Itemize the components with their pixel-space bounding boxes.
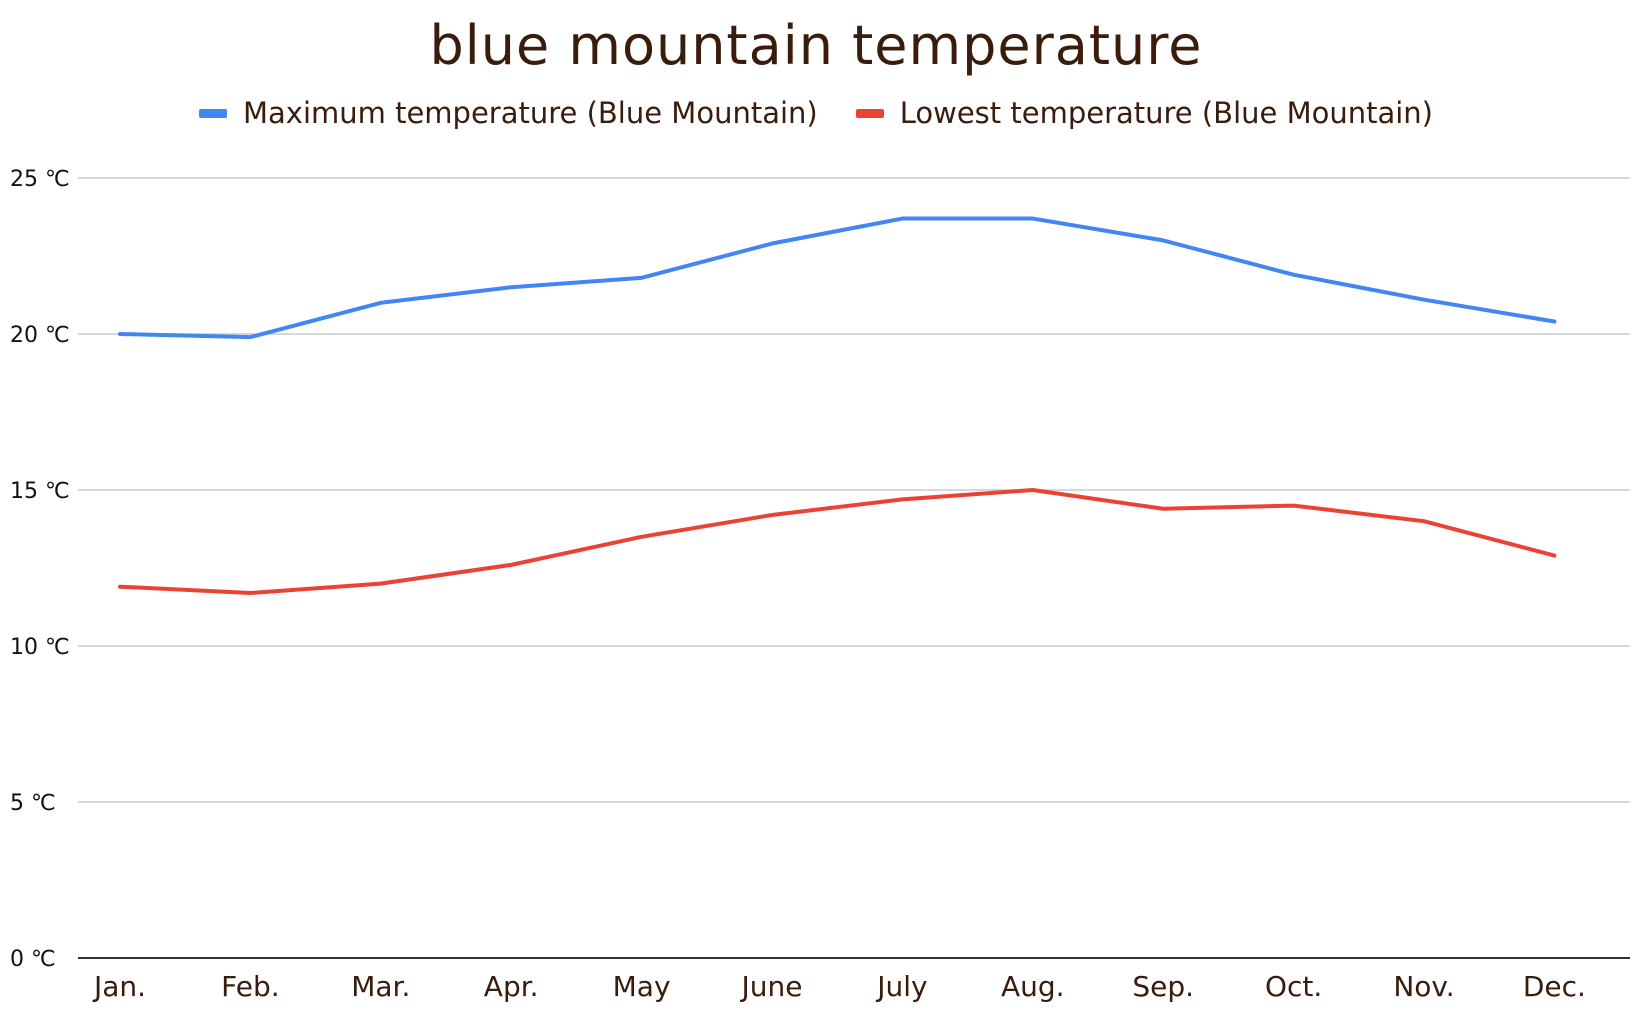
x-tick-label: Dec. <box>1523 970 1586 1003</box>
legend-label-max: Maximum temperature (Blue Mountain) <box>242 96 818 130</box>
x-tick-label: Nov. <box>1393 970 1454 1003</box>
legend-item-max: Maximum temperature (Blue Mountain) <box>198 96 818 130</box>
series-line-max <box>118 216 1557 340</box>
x-tick-label: Feb. <box>221 970 279 1003</box>
x-tick-label: Jan. <box>92 970 146 1003</box>
y-tick-label: 25 ℃ <box>10 167 70 192</box>
legend-item-min: Lowest temperature (Blue Mountain) <box>855 96 1433 130</box>
y-tick-label: 20 ℃ <box>10 323 70 348</box>
y-tick-label: 10 ℃ <box>10 635 70 660</box>
legend: Maximum temperature (Blue Mountain) Lowe… <box>0 96 1632 130</box>
legend-swatch-min <box>855 108 884 118</box>
series-line-min <box>118 488 1557 595</box>
legend-label-min: Lowest temperature (Blue Mountain) <box>899 96 1433 130</box>
x-tick-label: Apr. <box>484 970 539 1003</box>
y-tick-label: 5 ℃ <box>10 791 56 816</box>
x-tick-label: Sep. <box>1132 970 1194 1003</box>
x-tick-label: May <box>613 970 671 1003</box>
legend-swatch-max <box>198 108 227 118</box>
y-tick-label: 15 ℃ <box>10 479 70 504</box>
x-tick-label: Oct. <box>1265 970 1322 1003</box>
x-tick-label: Mar. <box>351 970 410 1003</box>
chart-title: blue mountain temperature <box>429 14 1203 77</box>
x-tick-label: June <box>740 970 803 1003</box>
y-tick-label: 0 ℃ <box>10 947 56 972</box>
x-tick-label: Aug. <box>1001 970 1065 1003</box>
x-tick-label: July <box>875 970 927 1003</box>
